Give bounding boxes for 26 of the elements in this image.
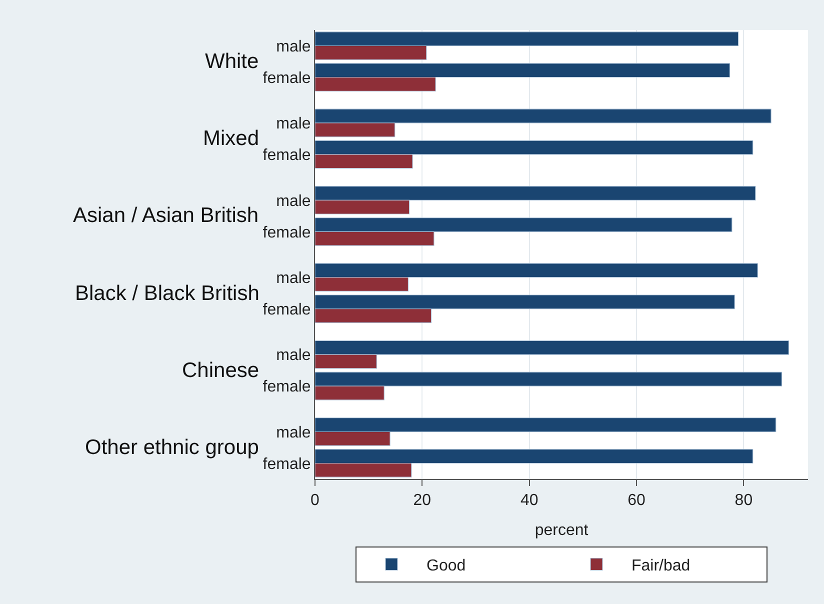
legend-label: Good	[426, 557, 466, 574]
y-tick-label: male	[276, 270, 311, 287]
text: White	[205, 50, 259, 73]
y-tick-label: female	[262, 378, 311, 396]
y-tick-label: male	[276, 116, 311, 133]
text: Asian / Asian British	[73, 204, 259, 227]
y-tick-label: female	[262, 301, 311, 318]
x-tick-label: 40	[520, 492, 538, 510]
text: Black / Black British	[75, 282, 260, 305]
text: Mixed	[203, 127, 260, 150]
legend-label: Fair/bad	[632, 557, 690, 574]
y-tick-label: male	[276, 424, 311, 442]
y-tick-label: male	[276, 347, 311, 364]
x-tick-label: 20	[413, 492, 432, 510]
x-tick-label: 60	[628, 492, 646, 510]
x-tick-label: 0	[310, 492, 320, 510]
y-tick-label: female	[262, 456, 311, 473]
x-axis-title: percent	[534, 522, 589, 539]
text: Chinese	[182, 359, 260, 382]
text: Other ethnic group	[85, 436, 259, 459]
y-tick-label: female	[262, 70, 311, 87]
y-tick-label: female	[262, 147, 311, 164]
y-tick-label: male	[276, 192, 311, 210]
x-tick-label: 80	[734, 492, 753, 510]
y-tick-label: male	[276, 38, 311, 56]
y-tick-label: female	[262, 224, 311, 242]
